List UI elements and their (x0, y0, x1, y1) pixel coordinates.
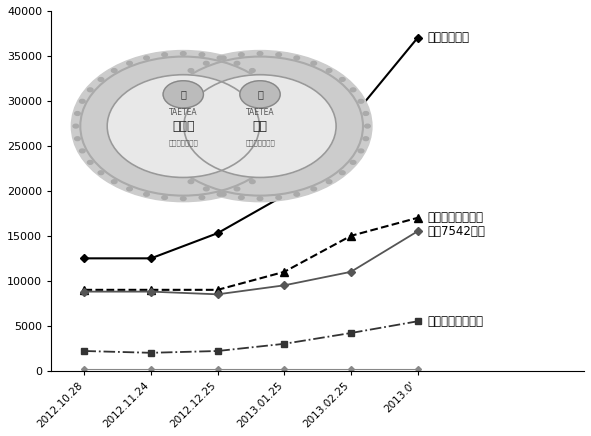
Text: 大益易武正山青饼: 大益易武正山青饼 (427, 211, 483, 225)
Text: 大益7542青饼: 大益7542青饼 (427, 225, 485, 238)
Text: 大益高山韵象青饼: 大益高山韵象青饼 (427, 315, 483, 328)
Text: 大益龙印青饼: 大益龙印青饼 (427, 31, 469, 44)
